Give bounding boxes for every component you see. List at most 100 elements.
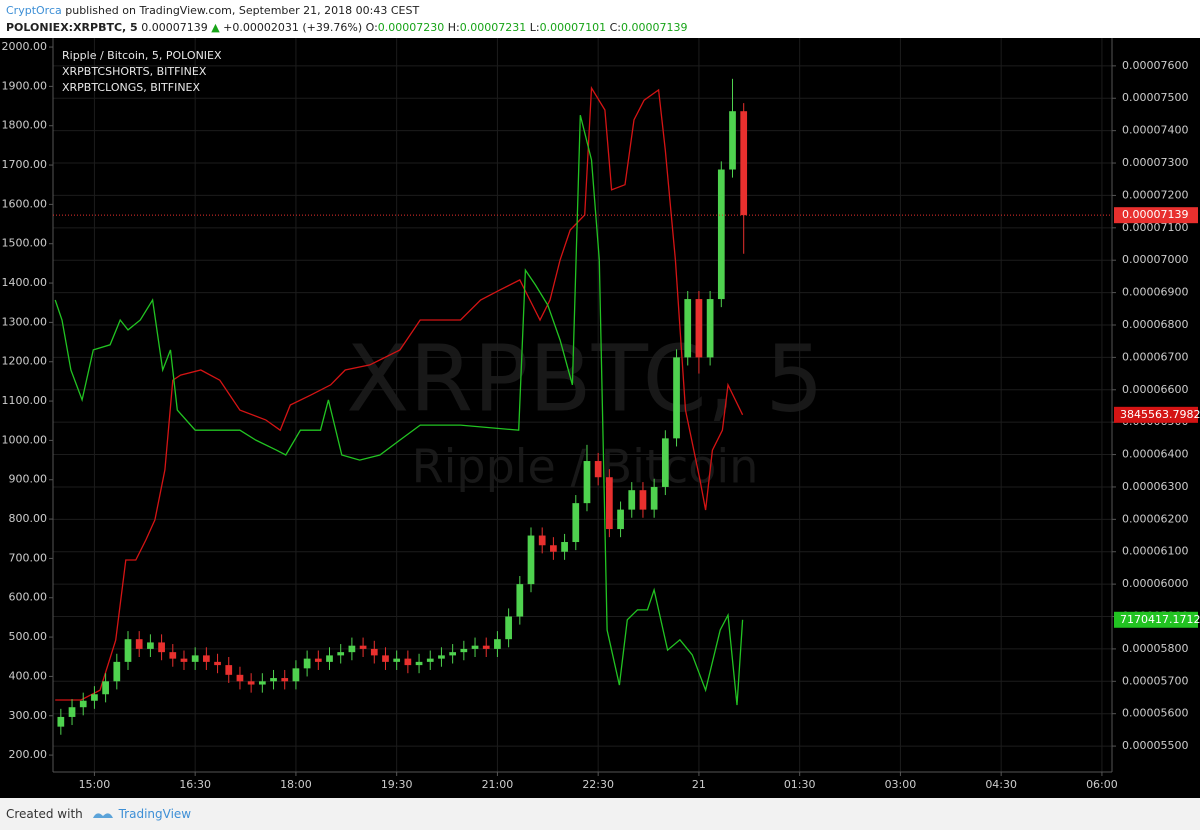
candle-body [113, 661, 121, 682]
candle-body [314, 658, 322, 662]
candle-body [695, 299, 703, 358]
candle-body [57, 716, 65, 727]
candle-body [594, 461, 602, 478]
y2-tick-label: 0.00006300 [1122, 480, 1188, 493]
last-value-label: 7170417.1712 [1120, 613, 1200, 626]
y-tick-label: 1000.00 [2, 433, 48, 446]
y2-tick-label: 0.00007200 [1122, 188, 1188, 201]
legend-entry: Ripple / Bitcoin, 5, POLONIEX [62, 49, 222, 62]
author[interactable]: CryptOrca [6, 4, 62, 17]
candle-body [337, 652, 345, 656]
y2-tick-label: 0.00007600 [1122, 59, 1188, 72]
last-value-box [1114, 406, 1198, 423]
candle-body [606, 477, 613, 530]
price-box [1114, 207, 1198, 224]
brand[interactable]: TradingView [118, 807, 192, 821]
watermark: XRPBTC, 5 [346, 325, 824, 432]
candle-body [494, 639, 501, 649]
ohlc-value: 0.00007231 [459, 21, 527, 34]
candle-body [169, 652, 177, 659]
published: published on TradingView.com, September … [61, 4, 420, 17]
candle-body [102, 681, 109, 695]
candle-body [326, 655, 333, 662]
y2-tick-label: 0.00005500 [1122, 739, 1188, 752]
candle-body [225, 665, 233, 675]
y-tick-label: 900.00 [9, 473, 48, 486]
candle-body [124, 639, 132, 662]
last: 0.00007139 [141, 21, 208, 34]
last-value-label: 3845563.7982 [1120, 408, 1200, 421]
candle-body [281, 678, 289, 682]
x-tick-label: 22:30 [582, 778, 614, 791]
candle-body [505, 616, 512, 640]
candle-body [628, 490, 636, 510]
y-tick-label: 700.00 [9, 551, 48, 564]
x-tick-label: 04:30 [985, 778, 1017, 791]
y-tick-label: 800.00 [9, 512, 48, 525]
change: +0.00002031 (+39.76%) [223, 21, 363, 34]
y-tick-label: 200.00 [9, 748, 48, 761]
header: CryptOrca published on TradingView.com, … [0, 0, 1200, 38]
y-tick-label: 1600.00 [2, 197, 48, 210]
candle-body [158, 642, 165, 653]
x-tick-label: 03:00 [885, 778, 917, 791]
chart: XRPBTC, 5 Ripple / Bitcoin 15:00 16:30 18:… [0, 38, 1200, 798]
candle-body [247, 681, 255, 685]
y2-tick-label: 0.00007500 [1122, 91, 1188, 104]
candle-body [650, 486, 658, 510]
candle-body [661, 438, 669, 487]
candle-body [370, 648, 378, 656]
candle-body [583, 461, 591, 504]
candle-body [561, 542, 568, 552]
y-tick-label: 1200.00 [2, 355, 48, 368]
candle-body [617, 509, 624, 530]
candle-body [258, 681, 266, 685]
candle-body [415, 661, 423, 666]
candle-body [572, 503, 580, 543]
y-tick-label: 500.00 [9, 630, 48, 643]
candle-body [639, 490, 647, 510]
candle-body [214, 661, 221, 666]
candle-body [516, 584, 524, 617]
y-tick-label: 1800.00 [2, 119, 48, 132]
candle-body [359, 645, 367, 649]
y2-tick-label: 0.00005700 [1122, 674, 1188, 687]
y-tick-label: 1500.00 [2, 237, 48, 250]
y-tick-label: 300.00 [9, 709, 48, 722]
created-with: Created with [6, 807, 83, 821]
logo [92, 812, 113, 818]
y2-tick-label: 0.00005600 [1122, 707, 1188, 720]
candle-body [684, 299, 692, 358]
y-tick-label: 1900.00 [2, 79, 48, 92]
candle-body [706, 299, 714, 358]
candle-body [91, 694, 98, 701]
ohlc-key: O: [365, 21, 378, 34]
y2-tick-label: 0.00006900 [1122, 286, 1188, 299]
x-tick-label: 01:30 [784, 778, 816, 791]
line [55, 85, 744, 701]
candle-body [538, 535, 546, 546]
candle-body [527, 535, 535, 585]
candle-body [729, 111, 736, 170]
candle-body [191, 655, 199, 662]
candle-body [68, 707, 76, 717]
y2-tick-label: 0.00006200 [1122, 512, 1188, 525]
y2-tick-label: 0.00006000 [1122, 577, 1188, 590]
footer: Created with TradingView [0, 798, 1200, 830]
candle-body [404, 658, 412, 666]
candle-body [438, 655, 445, 659]
symbol: POLONIEX:XRPBTC, 5 [6, 21, 138, 34]
x-tick-label: 16:30 [179, 778, 211, 791]
ohlc-key: H: [447, 21, 460, 34]
y-tick-label: 1400.00 [2, 276, 48, 289]
candle-body [471, 645, 479, 649]
publish-line: CryptOrca published on TradingView.com, … [6, 2, 1194, 19]
x-tick-label: 21 [692, 778, 706, 791]
y2-tick-label: 0.00007100 [1122, 221, 1188, 234]
y2-tick-label: 0.00006600 [1122, 383, 1188, 396]
ohlc-value: 0.00007139 [620, 21, 688, 34]
candle-body [449, 652, 457, 656]
x-tick-label: 15:00 [79, 778, 111, 791]
candle-body [203, 655, 210, 662]
